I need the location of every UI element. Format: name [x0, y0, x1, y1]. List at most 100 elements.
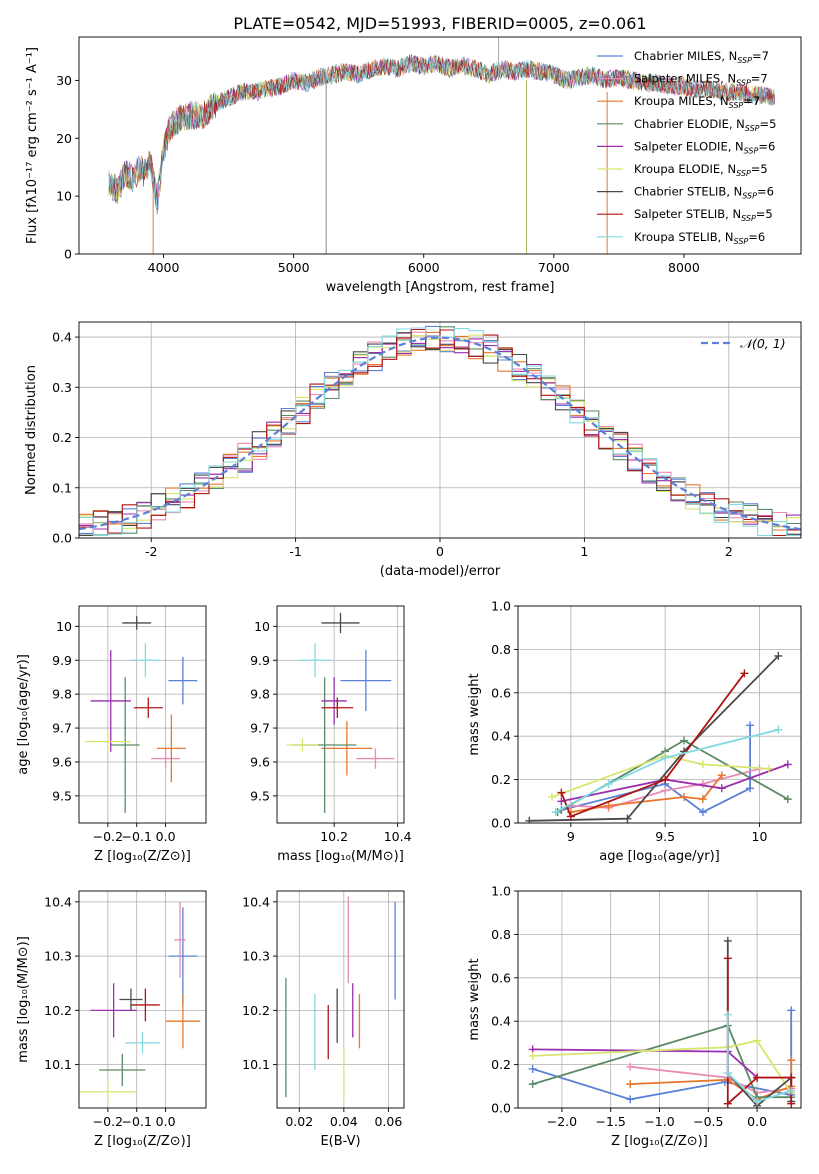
legend-entry-name: Chabrier MILES, N — [634, 49, 737, 63]
mass-weight-marker — [723, 954, 732, 963]
y-tick-label: 9.8 — [52, 687, 72, 702]
mass-weight-marker — [528, 1064, 537, 1073]
mass-weight-marker — [626, 1095, 635, 1104]
x-tick-label: 0.06 — [374, 1114, 402, 1129]
y-tick-label: 9.6 — [52, 754, 72, 769]
mass-weight-marker — [787, 1056, 796, 1065]
massweight_vs_age-frame — [517, 605, 802, 824]
x-tick-label: 0.02 — [285, 1114, 313, 1129]
y-tick-label: 0.6 — [491, 685, 511, 700]
legend-entry-nssp: =6 — [757, 185, 774, 199]
y-tick-label: 9.7 — [52, 721, 72, 736]
residuals-plot-area — [79, 325, 801, 537]
spectrum-plot-area — [108, 37, 775, 254]
x-tick-label: −1.0 — [644, 1114, 674, 1129]
mass-weight-marker — [557, 788, 566, 797]
mass-weight-marker — [623, 814, 632, 823]
legend-entry-nssp: =7 — [743, 94, 760, 108]
mass-weight-marker — [723, 1069, 732, 1078]
y-tick-label: 0.4 — [491, 729, 511, 744]
mass-weight-marker — [698, 808, 707, 817]
legend-entry-name: Kroupa STELIB, N — [634, 230, 734, 244]
spectrum-line — [108, 53, 775, 211]
histogram-step — [79, 328, 801, 537]
x-tick-label: −2.0 — [547, 1114, 577, 1129]
legend-subscript: SSP — [741, 214, 756, 223]
mass-weight-marker — [551, 808, 560, 817]
legend-entry-nssp: =6 — [748, 230, 765, 244]
x-tick-label: 10 — [752, 829, 768, 844]
mass-weight-marker — [566, 812, 575, 821]
mass-weight-line — [561, 725, 751, 814]
legend-entry-name: Kroupa ELODIE, N — [634, 162, 736, 176]
y-tick-label: 30 — [56, 73, 72, 88]
mass-weight-marker — [717, 771, 726, 780]
y-tick-label: 10.1 — [242, 1057, 270, 1072]
legend-entry-nssp: =7 — [751, 72, 768, 86]
x-tick-label: 0.0 — [156, 1114, 176, 1129]
y-tick-label: 10.2 — [44, 1003, 72, 1018]
y-tick-label: 0.2 — [491, 772, 511, 787]
y-tick-label: 9.8 — [250, 687, 270, 702]
y-tick-label: 0.2 — [52, 430, 72, 445]
x-tick-label: 0.04 — [330, 1114, 358, 1129]
x-axis-label: E(B-V) — [320, 1134, 360, 1149]
mass-weight-marker — [698, 795, 707, 804]
mass-weight-line — [630, 1060, 793, 1101]
mass-weight-line — [560, 672, 746, 818]
mass-weight-marker — [528, 1051, 537, 1060]
legend-entry-name: Kroupa MILES, N — [634, 94, 729, 108]
mass-weight-marker — [528, 1080, 537, 1089]
y-tick-label: 20 — [56, 131, 72, 146]
x-tick-label: 2 — [725, 544, 733, 559]
y-tick-label: 0.0 — [491, 1101, 511, 1116]
x-tick-label: 0 — [436, 544, 444, 559]
x-tick-label: 8000 — [668, 260, 700, 275]
legend-subscript: SSP — [737, 56, 752, 65]
y-tick-label: 1.0 — [491, 884, 511, 899]
legend-entry: Kroupa MILES, NSSP=7 — [634, 94, 760, 110]
x-tick-label: 0.0 — [747, 1114, 767, 1129]
mass-weight-line — [532, 1039, 792, 1094]
y-tick-label: 10.3 — [242, 949, 270, 964]
mass_vs_Z-frame — [78, 890, 207, 1109]
age_vs_Z-panel: −0.2−0.1 0.0 9.5 9.6 9.7 9.8 9.9 10 Z [log₁₀(Z/Z… — [16, 605, 207, 864]
y-axis-label: Normed distribution — [24, 365, 39, 495]
mass-weight-marker — [547, 792, 556, 801]
mass-weight-marker — [787, 1086, 796, 1095]
legend-entry-name: Salpeter MILES, N — [634, 72, 736, 86]
x-tick-label: −0.1 — [122, 1114, 152, 1129]
mass-weight-marker — [698, 760, 707, 769]
mass-weight-marker — [753, 1036, 762, 1045]
mass-weight-marker — [698, 779, 707, 788]
x-axis-label: (data-model)/error — [380, 564, 501, 579]
x-tick-label: 9 — [567, 829, 575, 844]
mass-weight-line — [551, 754, 769, 798]
x-tick-label: −0.2 — [93, 1114, 123, 1129]
mass_vs_Z-panel: −0.2−0.1 0.0 10.1 10.2 10.3 10.4 Z [log₁₀(Z/Z⊙… — [16, 890, 207, 1149]
x-axis-label: age [log₁₀(age/yr)] — [599, 849, 720, 864]
mass-weight-marker — [774, 725, 783, 734]
y-tick-label: 9.9 — [52, 653, 72, 668]
x-tick-label: 5000 — [278, 260, 310, 275]
legend-subscript: SSP — [734, 237, 749, 246]
y-tick-label: 10 — [56, 619, 72, 634]
massweight_vs_age-plot-area — [525, 651, 792, 823]
mass-weight-marker — [740, 669, 749, 678]
y-tick-label: 0.1 — [52, 480, 72, 495]
gaussian-curve — [79, 336, 801, 531]
legend-entry-name: Salpeter STELIB, N — [634, 207, 741, 221]
y-tick-label: 10.4 — [242, 894, 270, 909]
mass-weight-marker — [746, 721, 755, 730]
histogram-step — [79, 327, 801, 537]
legend-entry-nssp: =6 — [758, 139, 775, 153]
legend-entry-name: Chabrier STELIB, N — [634, 185, 742, 199]
mass-weight-marker — [774, 651, 783, 660]
x-tick-label: -1 — [289, 544, 301, 559]
legend-subscript: SSP — [744, 146, 759, 155]
mass-weight-marker — [626, 1080, 635, 1089]
y-tick-label: 0.3 — [52, 380, 72, 395]
mass-weight-marker — [723, 1010, 732, 1019]
x-axis-label: Z [log₁₀(Z/Z⊙)] — [94, 849, 191, 864]
